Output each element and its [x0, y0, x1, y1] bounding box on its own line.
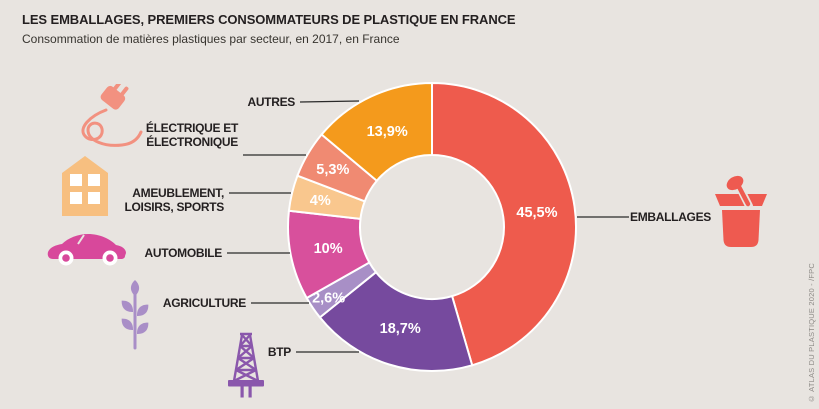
- sector-label-electrique-electronique: ÉLECTRIQUE ET ÉLECTRONIQUE: [146, 121, 238, 149]
- sector-label-line: AMEUBLEMENT,: [132, 186, 224, 200]
- page-title: LES EMBALLAGES, PREMIERS CONSOMMATEURS D…: [22, 12, 516, 27]
- leader-line-autres: [299, 100, 360, 103]
- sector-label-line: AUTOMOBILE: [144, 246, 223, 260]
- sector-label-btp: BTP: [268, 345, 291, 359]
- oil-derrick-icon: [228, 332, 264, 398]
- pie-value-labels: 45,5% 18,7% 2,6% 10% 4% 5,3% 13,9%: [310, 124, 558, 337]
- page-subtitle: Consommation de matières plastiques par …: [22, 32, 400, 46]
- sector-label-ameublement-loisirs-sports: AMEUBLEMENT, LOISIRS, SPORTS: [124, 186, 224, 214]
- sector-label-line: ÉLECTRONIQUE: [146, 135, 238, 149]
- pie-value-label: 2,6%: [312, 290, 345, 306]
- pie-value-label: 10%: [314, 241, 343, 257]
- plug-icon: [81, 84, 143, 147]
- house-icon: [62, 156, 108, 216]
- yogurt-pot-icon: [715, 175, 767, 247]
- pie-value-label: 18,7%: [380, 321, 421, 337]
- pie-value-label: 45,5%: [516, 205, 557, 221]
- sector-label-line: LOISIRS, SPORTS: [124, 200, 224, 214]
- plant-icon: [121, 280, 149, 350]
- leader-lines: [227, 100, 629, 353]
- sector-label-agriculture: AGRICULTURE: [163, 296, 246, 310]
- sector-label-line: EMBALLAGES: [630, 210, 712, 224]
- sector-label-line: BTP: [267, 345, 291, 359]
- sector-label-line: AGRICULTURE: [162, 296, 246, 310]
- pie-slice-autres: [320, 81, 433, 183]
- car-icon: [47, 234, 127, 266]
- pie-slices: [287, 81, 577, 372]
- pie-value-label: 4%: [310, 193, 331, 209]
- sector-label-line: AUTRES: [247, 95, 295, 109]
- sector-label-emballages: EMBALLAGES: [630, 210, 711, 224]
- pie-slice-emballages: [431, 81, 577, 367]
- sector-label-automobile: AUTOMOBILE: [144, 246, 223, 260]
- pie-value-label: 13,9%: [367, 124, 408, 140]
- source-credit: © ATLAS DU PLASTIQUE 2020 - /FPC: [807, 263, 816, 403]
- pie-slice-btp: [318, 270, 474, 372]
- pie-value-label: 5,3%: [316, 162, 349, 178]
- sector-label-line: ÉLECTRIQUE ET: [145, 121, 238, 135]
- sector-label-autres: AUTRES: [247, 95, 295, 109]
